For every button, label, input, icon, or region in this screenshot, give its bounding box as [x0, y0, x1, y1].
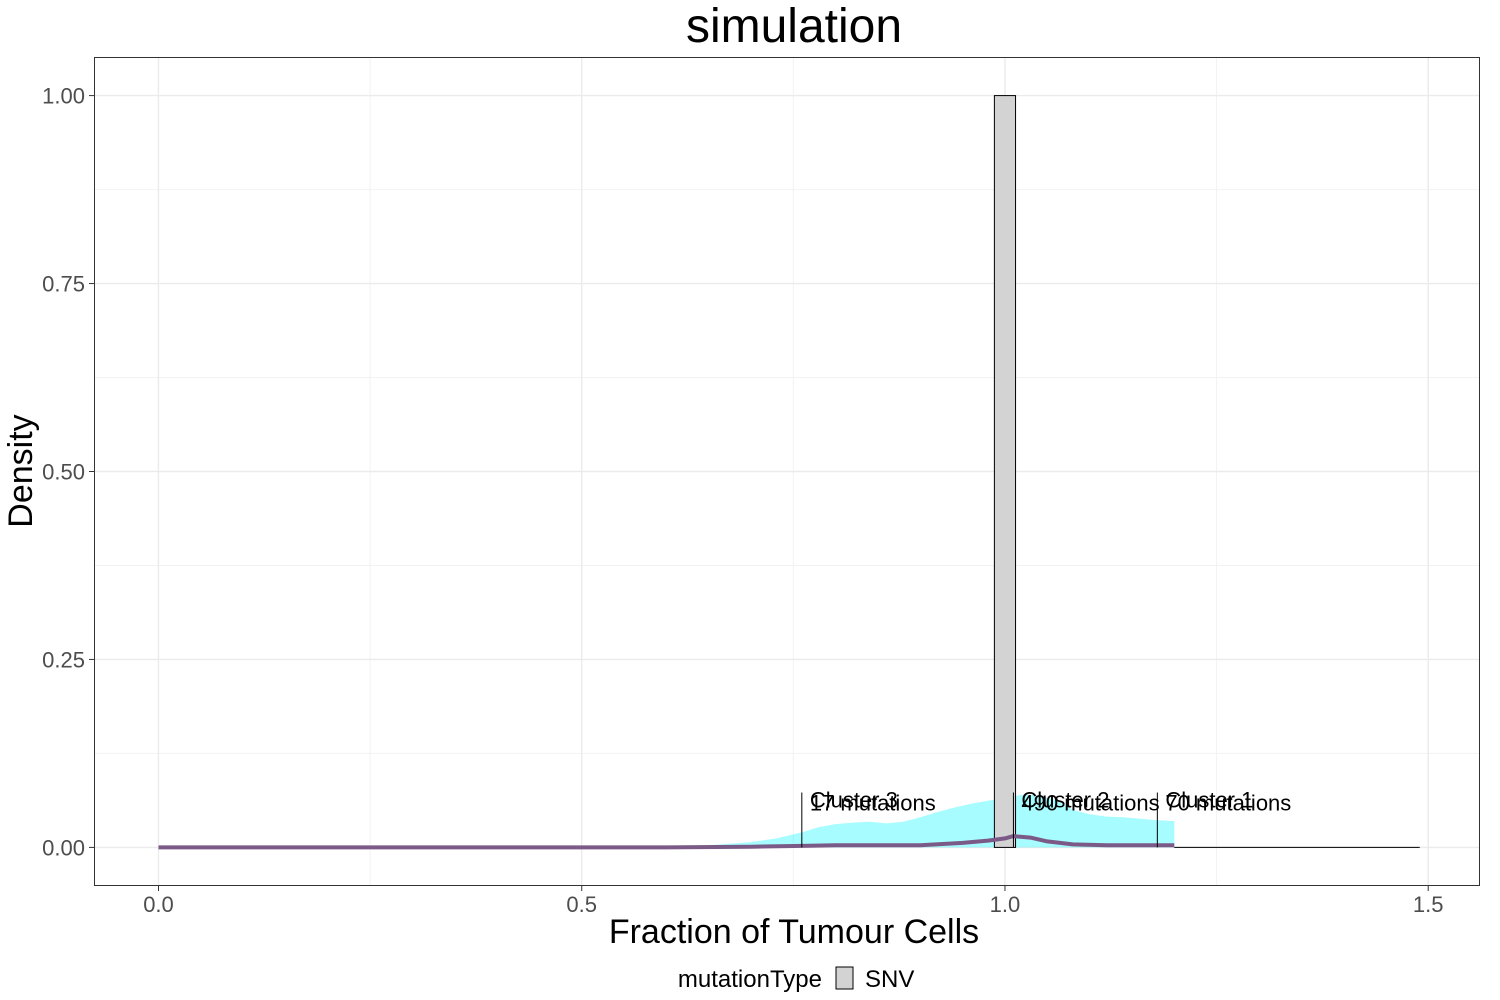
cluster-count-label: 70 mutations — [1165, 791, 1291, 816]
x-tick-label: 0.0 — [143, 892, 174, 917]
legend-title: mutationType — [678, 966, 822, 993]
grid — [95, 58, 1479, 885]
histogram-bar — [993, 95, 1017, 848]
y-tick-label: 0.00 — [42, 835, 85, 860]
y-tick-label: 0.50 — [42, 460, 85, 485]
cluster-count-label: 490 mutations — [1021, 791, 1159, 816]
cluster-label: Cluster 1 — [1165, 788, 1253, 813]
legend-label-snv: SNV — [865, 966, 914, 993]
y-tick-label: 1.00 — [42, 84, 85, 109]
x-tick-label: 0.5 — [566, 892, 597, 917]
density-band — [158, 794, 1175, 848]
y-axis: 0.00 0.25 0.50 0.75 1.00 — [42, 84, 95, 860]
x-axis-title: Fraction of Tumour Cells — [609, 913, 979, 951]
y-tick-label: 0.75 — [42, 272, 85, 297]
density-line — [158, 834, 1175, 850]
y-axis-title: Density — [2, 414, 40, 527]
cluster-count-label: 17 mutations — [810, 791, 936, 816]
x-tick-label: 1.0 — [990, 892, 1021, 917]
x-axis: 0.0 0.5 1.0 1.5 — [143, 885, 1444, 917]
y-tick-label: 0.25 — [42, 647, 85, 672]
x-tick-label: 1.5 — [1413, 892, 1444, 917]
legend: mutationType SNV — [678, 966, 914, 993]
chart-title: simulation — [686, 0, 902, 53]
legend-key-snv — [835, 966, 854, 990]
cluster-label: Cluster 3 — [810, 788, 898, 813]
cluster-label: Cluster 2 — [1021, 788, 1109, 813]
